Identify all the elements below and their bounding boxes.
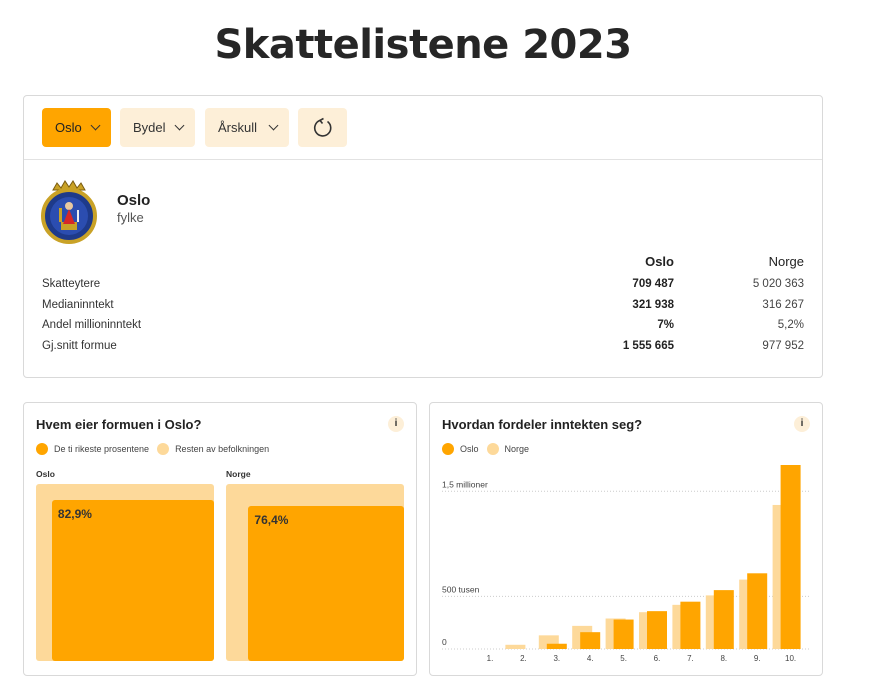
stat-row: Skatteytere 709 487 5 020 363 <box>42 275 804 295</box>
stat-label: Skatteytere <box>42 278 101 290</box>
legend-item: De ti rikeste prosentene <box>36 443 149 455</box>
stat-value-oslo: 321 938 <box>632 299 674 311</box>
x-tick-label: 5. <box>620 654 627 663</box>
legend-swatch <box>486 443 499 455</box>
region-filter-dropdown[interactable]: Oslo <box>42 108 111 147</box>
legend-label: Oslo <box>460 444 479 454</box>
x-tick-label: 10. <box>785 654 796 663</box>
legend-item: Oslo <box>442 443 479 455</box>
legend-swatch <box>36 443 48 455</box>
wealth-legend: De ti rikeste prosentene Resten av befol… <box>36 443 277 455</box>
district-filter-dropdown[interactable]: Bydel <box>120 108 195 147</box>
stat-value-norge: 316 267 <box>762 299 804 311</box>
legend-swatch <box>157 443 170 455</box>
y-tick-label: 500 tusen <box>442 584 480 594</box>
stat-value-norge: 977 952 <box>762 340 804 352</box>
bar-oslo <box>647 611 667 649</box>
stat-value-oslo: 7% <box>657 319 674 331</box>
chevron-down-icon <box>174 120 185 131</box>
chevron-down-icon <box>90 120 101 131</box>
region-type: fylke <box>117 210 144 225</box>
legend-item: Norge <box>486 443 530 455</box>
y-tick-label: 1,5 millioner <box>442 479 488 489</box>
stat-row: Medianinntekt 321 938 316 267 <box>42 296 804 316</box>
stat-label: Medianinntekt <box>42 299 114 311</box>
stat-value-oslo: 1 555 665 <box>622 340 674 352</box>
y-tick-label: 0 <box>442 637 447 647</box>
bar-oslo <box>780 465 801 649</box>
oslo-coat-of-arms-icon <box>41 180 97 244</box>
legend-label: Norge <box>504 444 530 454</box>
area-share-oslo: 82,9% <box>51 499 214 661</box>
stat-value-norge: 5 020 363 <box>752 278 804 290</box>
area-label-norge: Norge <box>226 469 251 479</box>
reset-button[interactable] <box>298 108 347 147</box>
bar-oslo <box>680 601 701 649</box>
x-tick-label: 6. <box>654 654 661 663</box>
x-tick-label: 3. <box>553 654 560 663</box>
income-bar-chart: 0 500 tusen 1,5 millioner 1. 2. 3. 4. 5. 6. 7. 8. 9… <box>442 465 810 663</box>
page-title: Skattelistene 2023 <box>214 22 632 68</box>
stat-label: Andel millioninntekt <box>42 319 142 331</box>
x-tick-label: 4. <box>587 654 594 663</box>
stat-value-norge: 5,2% <box>777 319 804 331</box>
info-icon[interactable]: i <box>794 416 810 432</box>
info-icon[interactable]: i <box>388 416 404 432</box>
area-label-oslo: Oslo <box>36 469 55 479</box>
district-filter-label: Bydel <box>133 120 166 135</box>
x-tick-label: 7. <box>687 654 694 663</box>
region-name: Oslo <box>117 192 151 209</box>
income-panel-title: Hvordan fordeler inntekten seg? <box>442 417 643 432</box>
bar-oslo <box>713 590 734 649</box>
legend-label: Resten av befolkningen <box>175 444 270 454</box>
income-distribution-panel: Hvordan fordeler inntekten seg? i Oslo N… <box>429 402 823 676</box>
stat-row: Andel millioninntekt 7% 5,2% <box>42 316 804 336</box>
area-share-label: 76,4% <box>254 513 289 528</box>
x-tick-label: 8. <box>720 654 727 663</box>
area-total-oslo: 82,9% <box>36 484 214 661</box>
stat-row: Gj.snitt formue 1 555 665 977 952 <box>42 337 804 357</box>
stats-column-norge: Norge <box>768 254 804 269</box>
area-share-norge: 76,4% <box>248 506 404 661</box>
wealth-distribution-panel: Hvem eier formuen i Oslo? i De ti rikest… <box>23 402 417 676</box>
bar-norge <box>505 644 526 649</box>
stats-column-oslo: Oslo <box>645 254 674 269</box>
summary-card: Oslo Bydel Årskull Oslo fylke Oslo Norge <box>23 95 823 378</box>
filter-toolbar: Oslo Bydel Årskull <box>24 96 822 160</box>
income-legend: Oslo Norge <box>442 443 537 455</box>
stat-value-oslo: 709 487 <box>632 278 674 290</box>
legend-item: Resten av befolkningen <box>157 443 269 455</box>
stat-label: Gj.snitt formue <box>42 340 117 352</box>
birthyear-filter-dropdown[interactable]: Årskull <box>205 108 289 147</box>
x-tick-label: 1. <box>487 654 494 663</box>
reset-icon <box>313 117 332 137</box>
legend-swatch <box>442 443 454 455</box>
legend-label: De ti rikeste prosentene <box>54 444 150 454</box>
wealth-panel-title: Hvem eier formuen i Oslo? <box>36 417 202 432</box>
area-share-label: 82,9% <box>57 506 92 521</box>
bar-oslo <box>747 573 768 649</box>
chevron-down-icon <box>268 120 279 131</box>
area-total-norge: 76,4% <box>226 484 404 661</box>
region-filter-label: Oslo <box>55 120 82 135</box>
bar-oslo <box>613 619 634 649</box>
bar-oslo <box>580 632 601 649</box>
x-tick-label: 9. <box>754 654 761 663</box>
x-tick-label: 2. <box>520 654 527 663</box>
birthyear-filter-label: Årskull <box>218 120 258 135</box>
bar-oslo <box>546 643 567 649</box>
